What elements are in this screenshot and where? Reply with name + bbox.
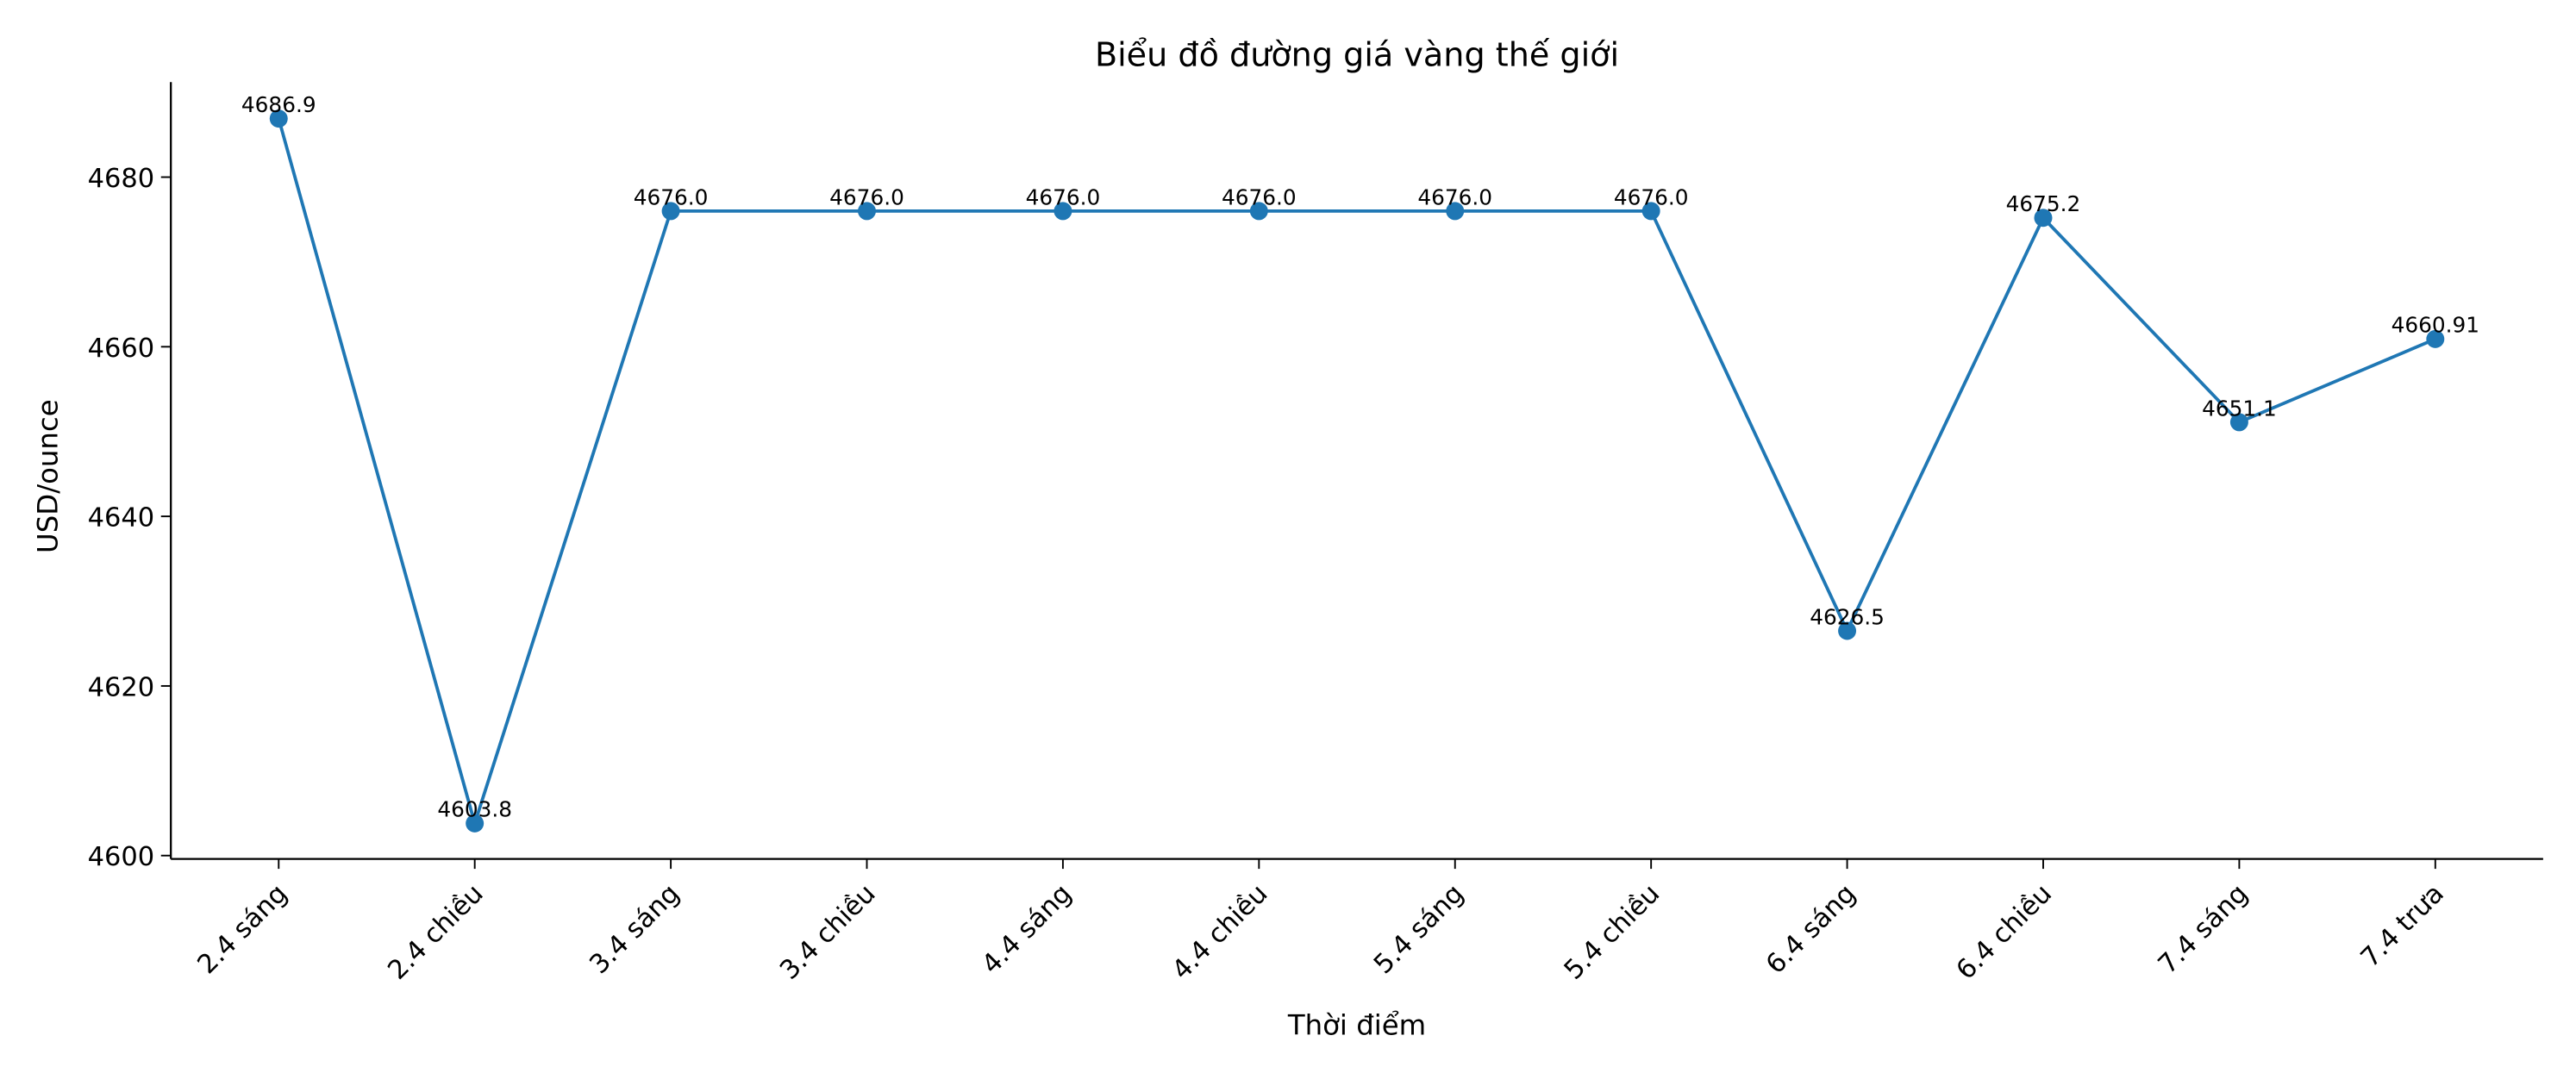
x-tick-label: 7.4 sáng bbox=[2153, 878, 2254, 980]
x-tick-label: 3.4 chiều bbox=[774, 878, 881, 985]
data-label: 4676.0 bbox=[1417, 184, 1492, 209]
data-point bbox=[466, 814, 485, 833]
data-point bbox=[1641, 202, 1660, 221]
data-label: 4676.0 bbox=[829, 184, 904, 209]
x-tick-label: 3.4 sáng bbox=[585, 878, 686, 980]
x-tick-label: 5.4 sáng bbox=[1368, 878, 1470, 980]
data-point bbox=[2229, 413, 2248, 432]
data-label: 4676.0 bbox=[1026, 184, 1101, 209]
y-tick-label: 4620 bbox=[88, 672, 155, 702]
x-axis-label: Thời điểm bbox=[1287, 1009, 1426, 1042]
data-point bbox=[1446, 202, 1465, 221]
x-tick-label: 7.4 trưa bbox=[2355, 878, 2450, 973]
series-line bbox=[277, 118, 2436, 829]
y-tick-label: 4640 bbox=[88, 503, 155, 533]
y-tick-label: 4660 bbox=[88, 334, 155, 364]
data-point bbox=[858, 202, 876, 221]
x-tick-label: 4.4 chiều bbox=[1166, 878, 1273, 985]
data-point bbox=[661, 202, 680, 221]
y-tick-label: 4600 bbox=[88, 842, 155, 872]
data-label: 4676.0 bbox=[1222, 184, 1297, 209]
data-label: 4660.91 bbox=[2392, 313, 2479, 338]
data-label: 4603.8 bbox=[437, 797, 512, 822]
x-tick-label: 2.4 chiều bbox=[383, 878, 490, 985]
x-tick-label: 6.4 sáng bbox=[1760, 878, 1862, 980]
data-point bbox=[2426, 329, 2445, 348]
data-label: 4626.5 bbox=[1810, 604, 1885, 629]
data-label: 4651.1 bbox=[2202, 396, 2277, 421]
chart-title: Biểu đồ đường giá vàng thế giới bbox=[1095, 35, 1619, 73]
x-tick-label: 5.4 chiều bbox=[1559, 878, 1666, 985]
y-axis-label: USD/ounce bbox=[32, 399, 65, 553]
x-tick-label: 6.4 chiều bbox=[1951, 878, 2058, 985]
data-point bbox=[1054, 202, 1072, 221]
data-point bbox=[1838, 621, 1857, 640]
data-point bbox=[2034, 209, 2053, 228]
x-tick-label: 2.4 sáng bbox=[192, 878, 294, 980]
data-label: 4676.0 bbox=[634, 184, 709, 209]
data-point bbox=[1249, 202, 1268, 221]
data-point bbox=[269, 109, 288, 128]
data-label: 4676.0 bbox=[1614, 184, 1689, 209]
data-label: 4675.2 bbox=[2006, 191, 2081, 216]
data-label: 4686.9 bbox=[241, 92, 316, 117]
y-tick-label: 4680 bbox=[88, 164, 155, 194]
x-tick-label: 4.4 sáng bbox=[976, 878, 1078, 980]
